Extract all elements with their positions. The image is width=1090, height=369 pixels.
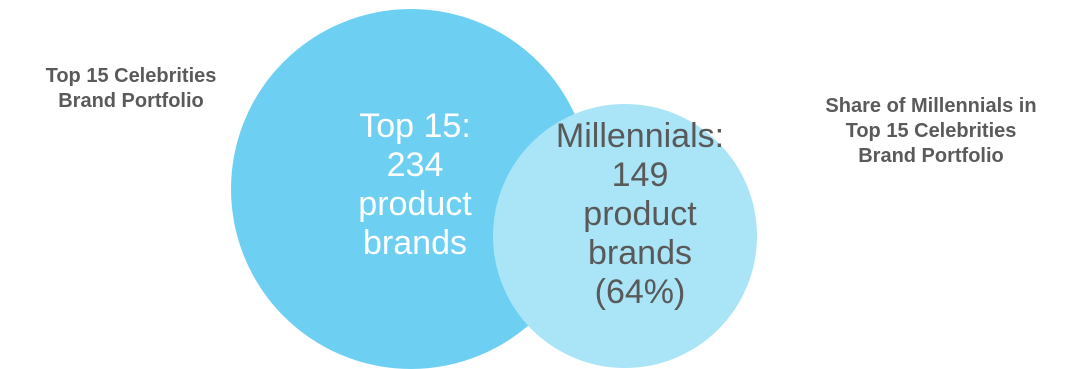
millennials-unit-line: brands [588, 234, 692, 272]
millennials-unit-line: product [583, 195, 697, 233]
top15-unit-line: product [358, 185, 472, 223]
top15-heading: Top 15: [359, 107, 471, 145]
top15-unit-line: brands [363, 224, 467, 262]
top15-portfolio-label-line: Brand Portfolio [58, 90, 204, 112]
top15-circle-text: Top 15: 234 product brands [330, 107, 500, 263]
millennials-count: 149 [611, 156, 669, 194]
millennials-share-label-line: Top 15 Celebrities [845, 120, 1017, 142]
millennials-share-label-line: Share of Millennials in [825, 95, 1037, 117]
top15-portfolio-label: Top 15 Celebrities Brand Portfolio [0, 64, 262, 114]
top15-portfolio-label-line: Top 15 Celebrities [45, 65, 217, 87]
millennials-circle [493, 104, 757, 368]
top15-count: 234 [386, 146, 444, 184]
millennials-percentage: (64%) [594, 273, 686, 311]
millennials-share-label: Share of Millennials in Top 15 Celebriti… [781, 94, 1081, 169]
millennials-heading: Millennials: [555, 117, 725, 155]
millennials-share-label-line: Brand Portfolio [858, 145, 1004, 167]
millennials-circle-text: Millennials: 149 product brands (64%) [540, 117, 740, 312]
